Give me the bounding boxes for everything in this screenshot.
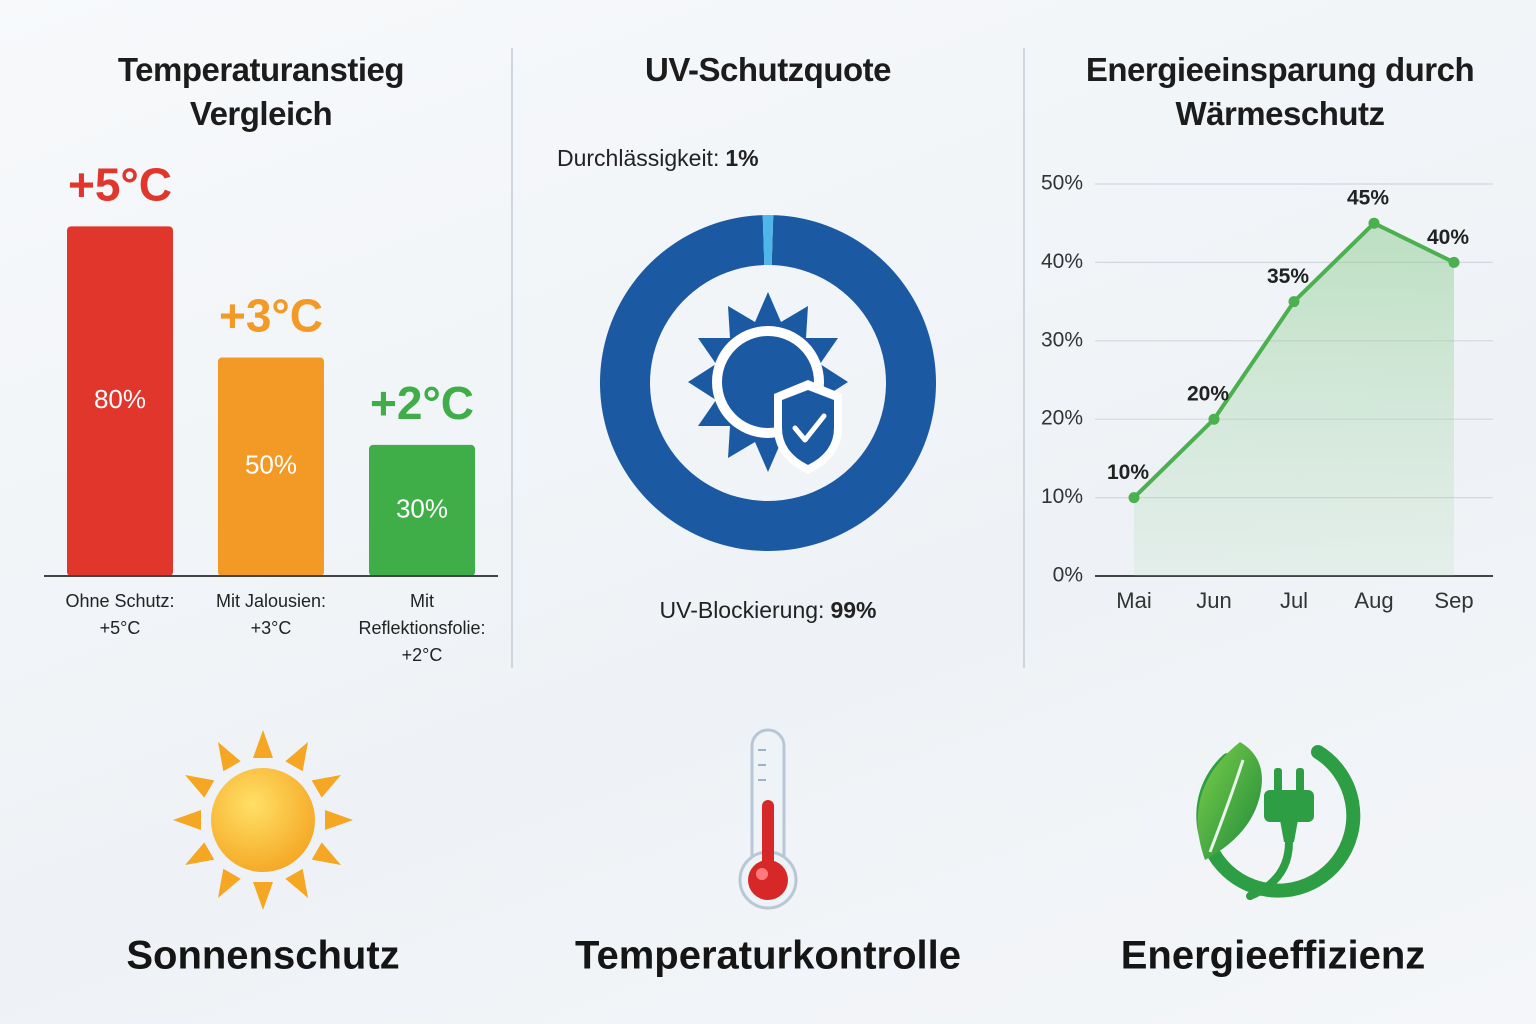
sun-icon [173, 730, 353, 910]
y-tick-label: 50% [1041, 172, 1083, 195]
point [1128, 492, 1140, 504]
value-label: 80% [94, 384, 146, 414]
donut-slice [762, 215, 774, 266]
value-label: 40% [1427, 226, 1469, 249]
bar-annotation: +5°C [68, 159, 172, 211]
chart-title: Temperaturanstieg Vergleich [117, 51, 405, 132]
slice-value: 99% [830, 597, 876, 623]
y-tick-label: 10% [1041, 485, 1083, 508]
feature-label: Energieeffizienz [1121, 934, 1426, 978]
slice-value: 1% [725, 145, 758, 171]
x-tick-label: Aug [1354, 588, 1393, 613]
bar-annotation: +2°C [370, 377, 474, 429]
y-tick-label: 0% [1053, 564, 1083, 587]
x-tick-label: Mit Reflektionsfolie: +2°C [358, 591, 486, 665]
x-tick-label: Ohne Schutz: +5°C [65, 591, 175, 638]
feature-label: Sonnenschutz [126, 934, 399, 978]
value-label: 20% [1187, 383, 1229, 406]
x-tick-label: Jul [1280, 588, 1308, 613]
energy-icon [1196, 742, 1361, 900]
y-tick-label: 20% [1041, 407, 1083, 430]
value-label: 45% [1347, 187, 1389, 210]
chart-title: Energieeinsparung durch Wärmeschutz [1085, 51, 1475, 132]
value-label: 35% [1267, 265, 1309, 288]
y-tick-label: 40% [1041, 250, 1083, 273]
x-tick-label: Sep [1434, 588, 1473, 613]
bar [369, 444, 475, 576]
point [1448, 256, 1460, 268]
point [1368, 217, 1380, 229]
value-label: 30% [396, 493, 448, 523]
uv-shield-icon [688, 292, 848, 474]
value-label: 10% [1107, 461, 1149, 484]
bar-annotation: +3°C [219, 290, 323, 342]
chart-title: UV-Schutzquote [645, 51, 892, 88]
point [1288, 296, 1300, 308]
area [1134, 223, 1454, 576]
point [1208, 413, 1220, 425]
bar [218, 357, 324, 576]
slice-category: Durchlässigkeit: [557, 145, 719, 171]
x-tick-label: Jun [1196, 588, 1231, 613]
value-label: 50% [245, 450, 297, 480]
x-tick-label: Mai [1116, 588, 1151, 613]
slice-category: UV-Blockierung: [660, 597, 825, 623]
y-tick-label: 30% [1041, 328, 1083, 351]
bar [67, 226, 173, 576]
slice-label: UV-Blockierung: 99% [660, 597, 877, 623]
x-tick-label: Mit Jalousien: +3°C [215, 591, 327, 638]
donut-slice [600, 215, 937, 552]
feature-label: Temperaturkontrolle [575, 934, 961, 978]
thermometer-icon [738, 728, 798, 910]
slice-label: Durchlässigkeit: 1% [557, 145, 759, 171]
